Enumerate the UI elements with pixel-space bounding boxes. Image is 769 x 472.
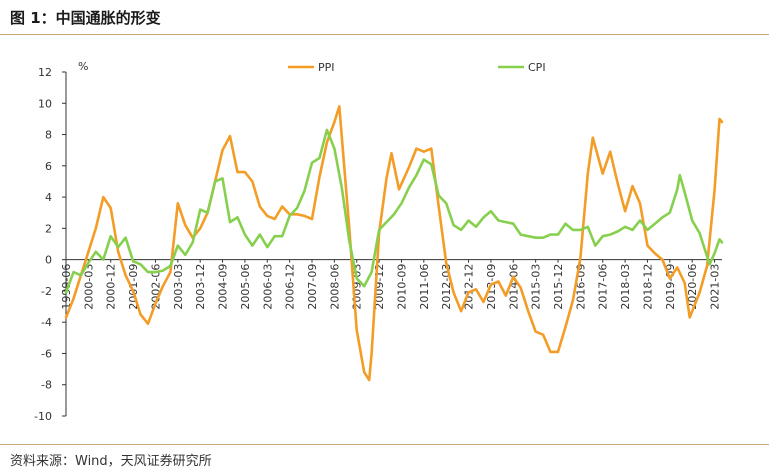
x-tick-label: 2006-12 xyxy=(284,264,297,310)
x-tick-label: 2003-03 xyxy=(172,264,185,310)
figure-title: 图 1：中国通胀的形变 xyxy=(10,9,161,27)
x-tick-label: 2001-09 xyxy=(127,264,140,310)
y-tick-label: 12 xyxy=(38,66,52,79)
legend-label-ppi: PPI xyxy=(318,61,335,74)
y-tick-label: 4 xyxy=(45,191,52,204)
y-tick-label: -4 xyxy=(41,316,52,329)
x-tick-label: 2000-03 xyxy=(82,264,95,310)
y-tick-label: -2 xyxy=(41,285,52,298)
y-tick-label: 2 xyxy=(45,222,52,235)
title-divider xyxy=(0,34,769,35)
x-tick-label: 2015-12 xyxy=(552,264,565,310)
y-tick-label: -10 xyxy=(34,410,52,423)
y-tick-label: 6 xyxy=(45,160,52,173)
x-tick-label: 2010-09 xyxy=(395,264,408,310)
source-note: 资料来源：Wind，天风证券研究所 xyxy=(10,454,212,469)
x-tick-label: 2002-06 xyxy=(149,264,162,310)
x-tick-label: 2011-06 xyxy=(418,264,431,310)
source-divider xyxy=(0,444,769,445)
x-tick-label: 2018-03 xyxy=(619,264,632,310)
x-tick-label: 2014-06 xyxy=(507,264,520,310)
x-tick-label: 2018-12 xyxy=(641,264,654,310)
inflation-line-chart: % 12 10 8 6 4 2 0 -2 -4 -6 -8 -10 1999-06 2000-03 2000… xyxy=(34,60,724,423)
y-axis-unit-label: % xyxy=(78,60,88,73)
series-line-ppi xyxy=(64,105,724,382)
x-tick-label: 2003-12 xyxy=(194,264,207,310)
y-tick-label: -6 xyxy=(41,347,52,360)
x-tick-label: 2020-06 xyxy=(686,264,699,310)
y-tick-label: 10 xyxy=(38,97,52,110)
series-layer xyxy=(64,105,724,382)
x-tick-label: 2005-06 xyxy=(239,264,252,310)
y-tick-label: -8 xyxy=(41,379,52,392)
x-tick-label: 2007-09 xyxy=(306,264,319,310)
x-tick-label: 2017-06 xyxy=(597,264,610,310)
x-tick-label: 2021-03 xyxy=(709,264,722,310)
x-tick-label: 2004-09 xyxy=(217,264,230,310)
x-tick-label: 1999-06 xyxy=(60,264,73,310)
legend: PPI CPI xyxy=(288,61,546,74)
x-tick-label: 2006-03 xyxy=(261,264,274,310)
y-tick-label: 0 xyxy=(45,254,52,267)
series-line-cpi xyxy=(64,128,724,294)
x-tick-label: 2000-12 xyxy=(105,264,118,310)
legend-label-cpi: CPI xyxy=(528,61,546,74)
y-tick-label: 8 xyxy=(45,129,52,142)
x-tick-label: 2008-06 xyxy=(328,264,341,310)
x-tick-label: 2015-03 xyxy=(530,264,543,310)
